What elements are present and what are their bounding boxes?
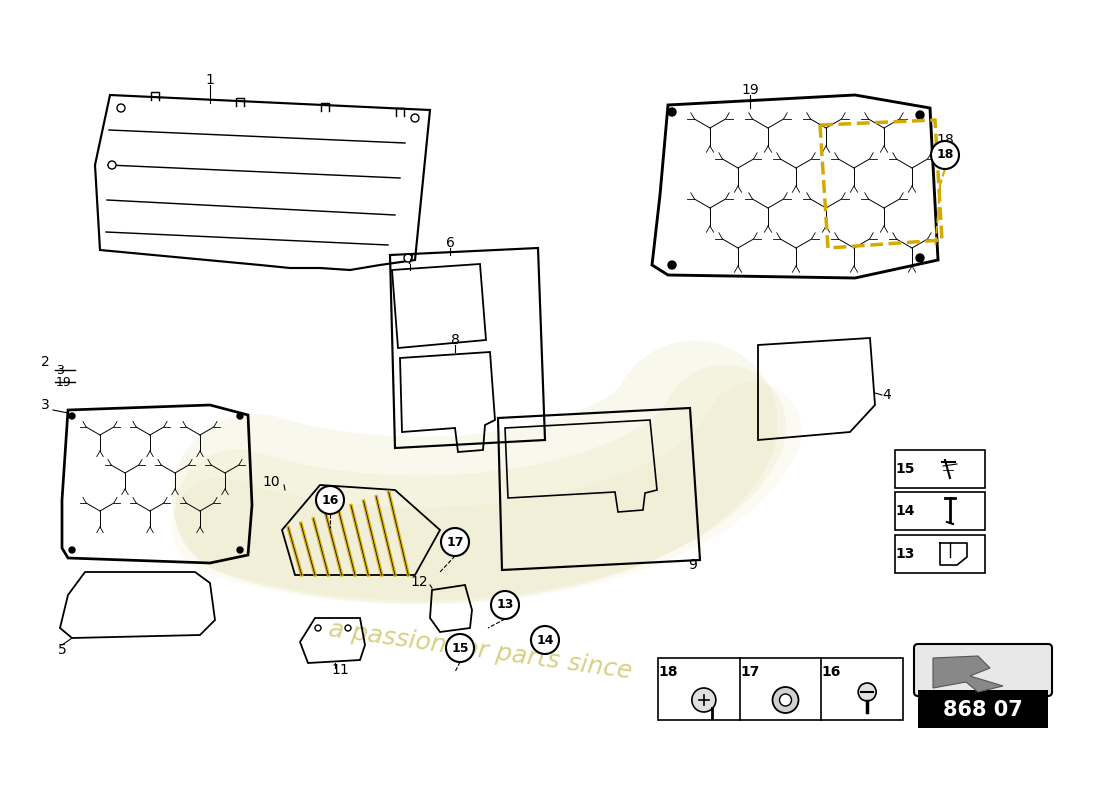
Text: 13: 13	[895, 547, 915, 561]
Circle shape	[692, 688, 716, 712]
Circle shape	[668, 261, 676, 269]
Text: 2: 2	[42, 355, 50, 369]
Text: 9: 9	[688, 558, 697, 572]
Text: 12: 12	[410, 575, 428, 589]
Circle shape	[316, 486, 344, 514]
Text: 3: 3	[56, 363, 64, 377]
FancyBboxPatch shape	[914, 644, 1052, 696]
Text: 16: 16	[822, 665, 842, 679]
Circle shape	[345, 625, 351, 631]
Circle shape	[491, 591, 519, 619]
Text: 14: 14	[537, 634, 553, 646]
Circle shape	[441, 528, 469, 556]
Text: 19: 19	[56, 375, 72, 389]
Text: 13: 13	[496, 598, 514, 611]
Circle shape	[236, 413, 243, 419]
Text: 8: 8	[451, 333, 460, 347]
FancyBboxPatch shape	[918, 690, 1048, 728]
Text: 4: 4	[882, 388, 891, 402]
Text: a passion for parts since: a passion for parts since	[327, 617, 634, 683]
Circle shape	[780, 694, 792, 706]
Text: 6: 6	[446, 236, 454, 250]
Circle shape	[916, 254, 924, 262]
Text: 868 07: 868 07	[943, 699, 1023, 720]
Circle shape	[411, 114, 419, 122]
Circle shape	[315, 625, 321, 631]
Circle shape	[916, 111, 924, 119]
Circle shape	[772, 687, 799, 713]
Circle shape	[531, 626, 559, 654]
Circle shape	[446, 634, 474, 662]
Text: 19: 19	[741, 83, 759, 97]
Text: 5: 5	[57, 643, 66, 657]
Text: 16: 16	[321, 494, 339, 506]
Text: 17: 17	[447, 535, 464, 549]
Text: 17: 17	[740, 665, 759, 679]
Circle shape	[108, 161, 115, 169]
Text: 18: 18	[936, 149, 954, 162]
Circle shape	[117, 104, 125, 112]
Text: 3: 3	[42, 398, 50, 412]
Circle shape	[858, 683, 877, 701]
Text: 7: 7	[406, 253, 415, 267]
Text: 11: 11	[331, 663, 349, 677]
Text: 1: 1	[206, 73, 214, 87]
Circle shape	[69, 413, 75, 419]
Circle shape	[404, 254, 412, 262]
Text: 15: 15	[895, 462, 915, 476]
Text: 18: 18	[936, 133, 954, 147]
Text: 18: 18	[658, 665, 678, 679]
Text: 10: 10	[263, 475, 280, 489]
Circle shape	[668, 108, 676, 116]
Text: 15: 15	[451, 642, 469, 654]
Polygon shape	[933, 656, 1003, 692]
Text: 14: 14	[895, 504, 915, 518]
Circle shape	[236, 547, 243, 553]
Circle shape	[69, 547, 75, 553]
Circle shape	[931, 141, 959, 169]
